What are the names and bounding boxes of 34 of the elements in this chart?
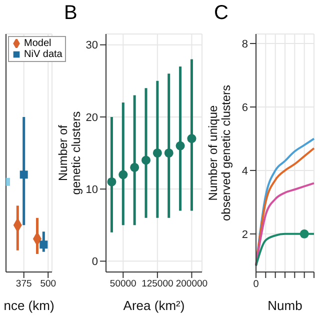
point — [152, 148, 162, 158]
point — [107, 177, 116, 186]
chart-title: B — [63, 1, 78, 26]
y-tick-label: 2 — [242, 228, 248, 241]
y-tick-label: 0 — [92, 256, 98, 268]
point — [20, 170, 28, 179]
legend-label: NiV data — [24, 49, 62, 60]
point — [141, 156, 151, 165]
x-axis-title: Area (km²) — [123, 298, 185, 313]
y-axis-title: Number of genetic clusters — [56, 111, 83, 195]
legend-label: Model — [24, 38, 52, 49]
y-tick-label: 8 — [242, 38, 248, 50]
x-axis-title: Numb — [268, 298, 302, 313]
point — [40, 240, 48, 249]
point — [130, 162, 140, 172]
x-tick-label: 375 — [16, 278, 32, 290]
point — [176, 141, 185, 150]
x-tick-label: 125000 — [142, 278, 174, 290]
point — [118, 170, 128, 180]
line-series — [255, 182, 315, 267]
point — [164, 148, 174, 158]
x-tick-label: 50000 — [110, 278, 136, 290]
x-axis-title: nce (km) — [4, 298, 54, 313]
y-tick-label: 10 — [86, 184, 98, 196]
chart-title: C — [213, 1, 230, 26]
y-tick-label: 4 — [242, 165, 248, 178]
x-tick-label: 500 — [40, 278, 56, 290]
y-tick-label: 30 — [86, 40, 98, 52]
y-tick-label: 6 — [242, 102, 248, 114]
point — [187, 134, 196, 144]
x-tick-label: 0 — [253, 279, 260, 290]
y-axis-title: Number of unique observed genetic clusters — [206, 84, 233, 222]
y-tick-label: 20 — [86, 112, 98, 124]
x-tick-label: 200000 — [176, 278, 208, 290]
